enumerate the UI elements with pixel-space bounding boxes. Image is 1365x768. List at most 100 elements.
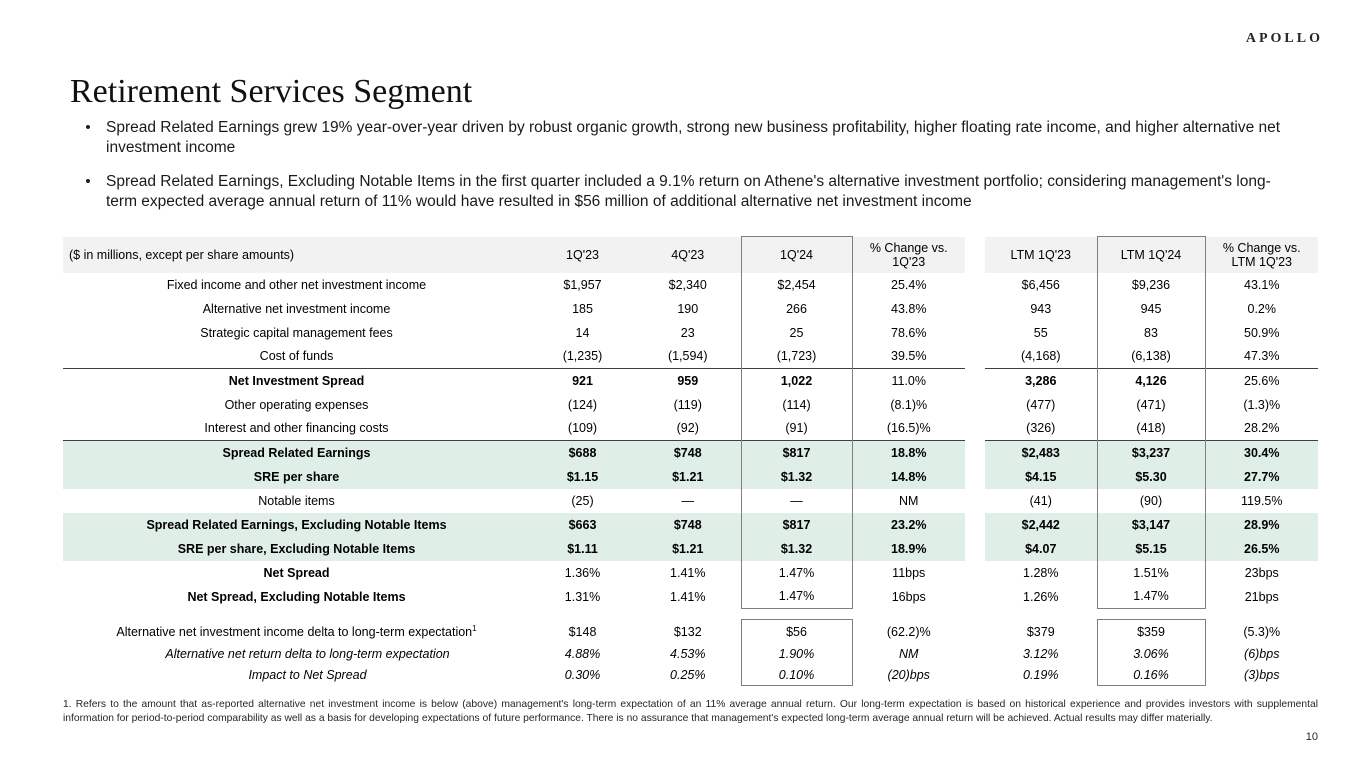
row-label: Net Investment Spread — [63, 368, 530, 393]
table-header: ($ in millions, except per share amounts… — [63, 236, 1318, 273]
table-row: Spread Related Earnings, Excluding Notab… — [63, 512, 1318, 537]
cell-value: 25.4% — [891, 277, 927, 292]
column-gap — [965, 345, 985, 369]
cell-value: 83 — [1096, 320, 1206, 345]
table-row: Alternative net investment income 185 190 2… — [63, 296, 1318, 321]
cell-value: 23bps — [1244, 565, 1279, 580]
cell-value: $817 — [740, 512, 853, 537]
cell-value: $817 — [740, 440, 853, 465]
cell-value: (6)bps — [1244, 647, 1280, 661]
cell-value: (1.3)% — [1243, 397, 1281, 412]
cell-value: (8.1)% — [890, 397, 928, 412]
cell-value: (5.3)% — [1243, 624, 1281, 639]
cell-value: (114) — [740, 392, 853, 417]
cell-value: (90) — [1096, 488, 1206, 513]
bullet-item: • Spread Related Earnings, Excluding Not… — [70, 172, 1292, 213]
cell-value: NM — [899, 493, 919, 508]
table-row: Net Spread, Excluding Notable Items 1.31%… — [63, 584, 1318, 609]
cell-value: 1,022 — [740, 368, 853, 393]
cell-value: $1.11 — [530, 536, 635, 561]
table-caption: ($ in millions, except per share amounts… — [63, 236, 530, 273]
cell-value: 47.3% — [1244, 349, 1280, 364]
cell-value: (3)bps — [1244, 668, 1280, 682]
cell-value: 0.30% — [564, 668, 601, 682]
cell-value: (471) — [1096, 392, 1206, 417]
row-label: Strategic capital management fees — [200, 325, 393, 340]
row-label: SRE per share — [63, 464, 530, 489]
row-label: Notable items — [258, 493, 335, 508]
cell-value: 78.6% — [891, 325, 927, 340]
cell-value: $5.30 — [1096, 464, 1206, 489]
table-row: SRE per share $1.15 $1.21 $1.32 14.8% $4.15 $5… — [63, 464, 1318, 489]
column-gap — [965, 369, 985, 393]
cell-value: $6,456 — [1021, 277, 1060, 292]
table-body: Fixed income and other net investment in… — [63, 272, 1318, 686]
table-spacer-row — [63, 608, 1318, 620]
cell-value: 1.41% — [670, 589, 706, 604]
cell-value: 1.51% — [1096, 560, 1206, 585]
cell-value: 1.36% — [564, 565, 601, 580]
bullet-item: • Spread Related Earnings grew 19% year-… — [70, 118, 1292, 159]
cell-value: $2,442 — [985, 512, 1097, 537]
cell-value: $663 — [530, 512, 635, 537]
cell-value: 28.2% — [1244, 421, 1280, 436]
financial-table: ($ in millions, except per share amounts… — [63, 236, 1318, 686]
cell-value: 14.8% — [852, 464, 965, 489]
column-gap — [965, 644, 985, 665]
column-gap — [965, 441, 985, 465]
cell-value: (62.2)% — [886, 624, 931, 639]
row-label: Alternative net investment income — [202, 301, 391, 316]
cell-value: (92) — [676, 421, 699, 436]
row-label: SRE per share, Excluding Notable Items — [63, 536, 530, 561]
cell-value: (4,168) — [1020, 349, 1061, 364]
page-number: 10 — [1305, 731, 1318, 743]
cell-value: 1.31% — [564, 589, 601, 604]
cell-value: $748 — [635, 440, 741, 465]
cell-value: 16bps — [891, 589, 926, 604]
bullet-icon: • — [85, 119, 91, 136]
cell-value: $1.21 — [635, 464, 741, 489]
table-row: Alternative net investment income delta … — [63, 619, 1318, 644]
table-row: Cost of funds (1,235) (1,594) (1,723) 39.5% (… — [63, 344, 1318, 369]
cell-value: $1,957 — [563, 277, 602, 292]
footnote-marker: 1 — [472, 623, 477, 633]
cell-value: $748 — [635, 512, 741, 537]
cell-value: — — [681, 493, 695, 508]
footnote: 1. Refers to the amount that as-reported… — [63, 699, 1318, 724]
row-label: Interest and other financing costs — [204, 421, 389, 436]
column-gap — [965, 620, 985, 644]
cell-value: (16.5)% — [886, 421, 931, 436]
cell-value: $1.21 — [635, 536, 741, 561]
table-row: Fixed income and other net investment in… — [63, 272, 1318, 297]
column-header: 4Q'23 — [635, 236, 741, 273]
bullet-icon: • — [85, 172, 91, 190]
table-header-row: ($ in millions, except per share amounts… — [63, 236, 1318, 273]
cell-value: 1.26% — [1023, 589, 1059, 604]
table-row: Strategic capital management fees 14 23 25 7… — [63, 320, 1318, 345]
column-header: LTM 1Q'24 — [1096, 236, 1206, 273]
cell-value: 18.8% — [852, 440, 965, 465]
column-header: % Change vs. 1Q'23 — [852, 236, 965, 273]
cell-value: (124) — [567, 397, 598, 412]
table-row: Interest and other financing costs (109) (… — [63, 416, 1318, 441]
cell-value: $688 — [530, 440, 635, 465]
cell-value: 3.06% — [1096, 643, 1206, 665]
cell-value: 0.2% — [1247, 301, 1277, 316]
column-gap — [965, 585, 985, 609]
cell-value: $1.32 — [740, 536, 853, 561]
cell-value: $56 — [740, 619, 853, 644]
cell-value: 1.90% — [740, 643, 853, 665]
column-header: 1Q'24 — [740, 236, 853, 273]
cell-value: $2,483 — [985, 440, 1097, 465]
cell-value: (326) — [1026, 421, 1056, 436]
row-label: Fixed income and other net investment in… — [166, 277, 427, 292]
column-gap — [965, 417, 985, 441]
cell-value: $2,454 — [740, 272, 853, 297]
cell-value: 55 — [1033, 325, 1048, 340]
table-row: Notable items (25) — — NM (41) (90) 119.5% — [63, 488, 1318, 513]
cell-value: 21bps — [1244, 589, 1279, 604]
cell-value: 27.7% — [1205, 464, 1318, 489]
cell-value: 4.53% — [670, 647, 706, 661]
cell-value: $3,237 — [1096, 440, 1206, 465]
